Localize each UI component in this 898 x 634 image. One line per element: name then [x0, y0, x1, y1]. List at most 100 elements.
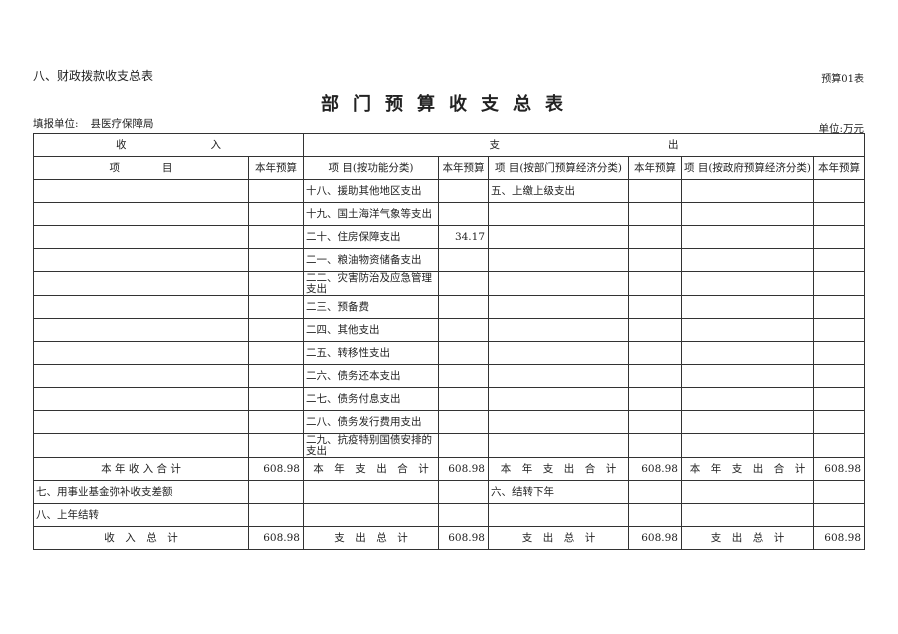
budget-amount-cell: [628, 225, 682, 249]
item-cell: [303, 503, 439, 527]
budget-amount-cell: 608.98: [248, 457, 304, 481]
item-cell: 支 出 总 计: [303, 526, 439, 550]
item-cell: [33, 202, 249, 226]
budget-amount-cell: [813, 271, 866, 296]
column-header: 项 目(按部门预算经济分类): [488, 156, 629, 180]
item-cell: [680, 248, 815, 272]
item-cell: 二九、抗疫特别国债安排的支出: [303, 433, 439, 458]
budget-amount-cell: [438, 271, 489, 296]
table-row: 二六、债务还本支出: [33, 364, 866, 388]
budget-amount-cell: [438, 503, 489, 527]
column-header: 项 目(按功能分类): [303, 156, 439, 180]
item-cell: 十九、国土海洋气象等支出: [303, 202, 439, 226]
column-header-row: 项 目本年预算项 目(按功能分类) 本年预算项 目(按部门预算经济分类) 本年预算项…: [33, 156, 866, 180]
column-header: 本年预算: [438, 156, 489, 180]
item-cell: 七、用事业基金弥补收支差额: [33, 480, 249, 504]
item-cell: 本 年 收 入 合 计: [33, 457, 249, 481]
item-cell: [680, 410, 815, 434]
item-cell: [33, 433, 249, 458]
table-row: 八、上年结转: [33, 503, 866, 527]
total-row: 收 入 总 计 608.98 支 出 总 计 608.98 支 出 总 计 608.98 支…: [33, 526, 866, 550]
budget-amount-cell: [438, 410, 489, 434]
subtotal-row: 本 年 收 入 合 计 608.98 本 年 支 出 合 计 608.98 本 年 支 …: [33, 457, 866, 481]
item-cell: 二七、债务付息支出: [303, 387, 439, 411]
item-cell: [33, 341, 249, 365]
item-cell: [488, 341, 629, 365]
table-row: 十九、国土海洋气象等支出: [33, 202, 866, 226]
item-cell: 二五、转移性支出: [303, 341, 439, 365]
budget-amount-cell: [438, 341, 489, 365]
budget-amount-cell: [248, 271, 304, 296]
budget-amount-cell: [248, 318, 304, 342]
item-cell: [488, 271, 629, 296]
budget-amount-cell: [628, 433, 682, 458]
budget-amount-cell: [438, 202, 489, 226]
budget-amount-cell: [628, 271, 682, 296]
item-cell: [33, 179, 249, 203]
budget-amount-cell: [628, 410, 682, 434]
item-cell: 本 年 支 出 合 计: [680, 457, 815, 481]
budget-amount-cell: [248, 248, 304, 272]
column-header: 本年预算: [248, 156, 304, 180]
item-cell: [488, 202, 629, 226]
budget-amount-cell: [248, 202, 304, 226]
table-row: 二九、抗疫特别国债安排的支出: [33, 433, 866, 458]
table-row: 二五、转移性支出: [33, 341, 866, 365]
item-cell: [488, 318, 629, 342]
section-heading: 八、财政拨款收支总表: [33, 69, 154, 83]
budget-amount-cell: [628, 364, 682, 388]
budget-amount-cell: [248, 364, 304, 388]
item-cell: [680, 364, 815, 388]
budget-amount-cell: [813, 364, 866, 388]
budget-amount-cell: [438, 387, 489, 411]
budget-amount-cell: 608.98: [628, 457, 682, 481]
budget-amount-cell: [438, 318, 489, 342]
item-cell: 本 年 支 出 合 计: [303, 457, 439, 481]
column-header: 项 目: [33, 156, 249, 180]
budget-amount-cell: [813, 318, 866, 342]
budget-amount-cell: 34.17: [438, 225, 489, 249]
money-unit: 单位:万元: [818, 123, 864, 135]
item-cell: [680, 295, 815, 319]
budget-amount-cell: 608.98: [438, 457, 489, 481]
item-cell: [33, 248, 249, 272]
item-cell: [488, 364, 629, 388]
budget-amount-cell: [248, 480, 304, 504]
item-cell: [680, 433, 815, 458]
budget-amount-cell: [248, 295, 304, 319]
budget-amount-cell: [248, 503, 304, 527]
budget-amount-cell: [248, 341, 304, 365]
table-row: 二四、其他支出: [33, 318, 866, 342]
item-cell: [680, 480, 815, 504]
item-cell: [680, 318, 815, 342]
budget-amount-cell: [628, 295, 682, 319]
expense-group-header: 支 出: [302, 133, 866, 157]
reporting-unit-name: 县医疗保障局: [90, 118, 154, 130]
form-number: 预算01表: [821, 74, 864, 85]
budget-amount-cell: [813, 248, 866, 272]
item-cell: [680, 271, 815, 296]
budget-amount-cell: 608.98: [628, 526, 682, 550]
table-row: 二十、住房保障支出 34.17: [33, 225, 866, 249]
item-cell: [680, 341, 815, 365]
income-group-header: 收 入: [33, 133, 304, 157]
budget-amount-cell: [628, 503, 682, 527]
item-cell: [33, 410, 249, 434]
budget-amount-cell: [813, 480, 866, 504]
budget-amount-cell: [248, 225, 304, 249]
item-cell: 二六、债务还本支出: [303, 364, 439, 388]
item-cell: 二二、灾害防治及应急管理支出: [303, 271, 439, 296]
budget-amount-cell: [628, 248, 682, 272]
budget-amount-cell: [813, 433, 866, 458]
budget-amount-cell: [438, 179, 489, 203]
budget-amount-cell: 608.98: [813, 526, 866, 550]
budget-amount-cell: [248, 433, 304, 458]
item-cell: 十八、援助其他地区支出: [303, 179, 439, 203]
budget-amount-cell: 608.98: [438, 526, 489, 550]
budget-amount-cell: [438, 364, 489, 388]
table-row: 二八、债务发行费用支出: [33, 410, 866, 434]
table-row: 二三、预备费: [33, 295, 866, 319]
budget-amount-cell: 608.98: [248, 526, 304, 550]
item-cell: 二四、其他支出: [303, 318, 439, 342]
table-row: 七、用事业基金弥补收支差额 六、结转下年: [33, 480, 866, 504]
